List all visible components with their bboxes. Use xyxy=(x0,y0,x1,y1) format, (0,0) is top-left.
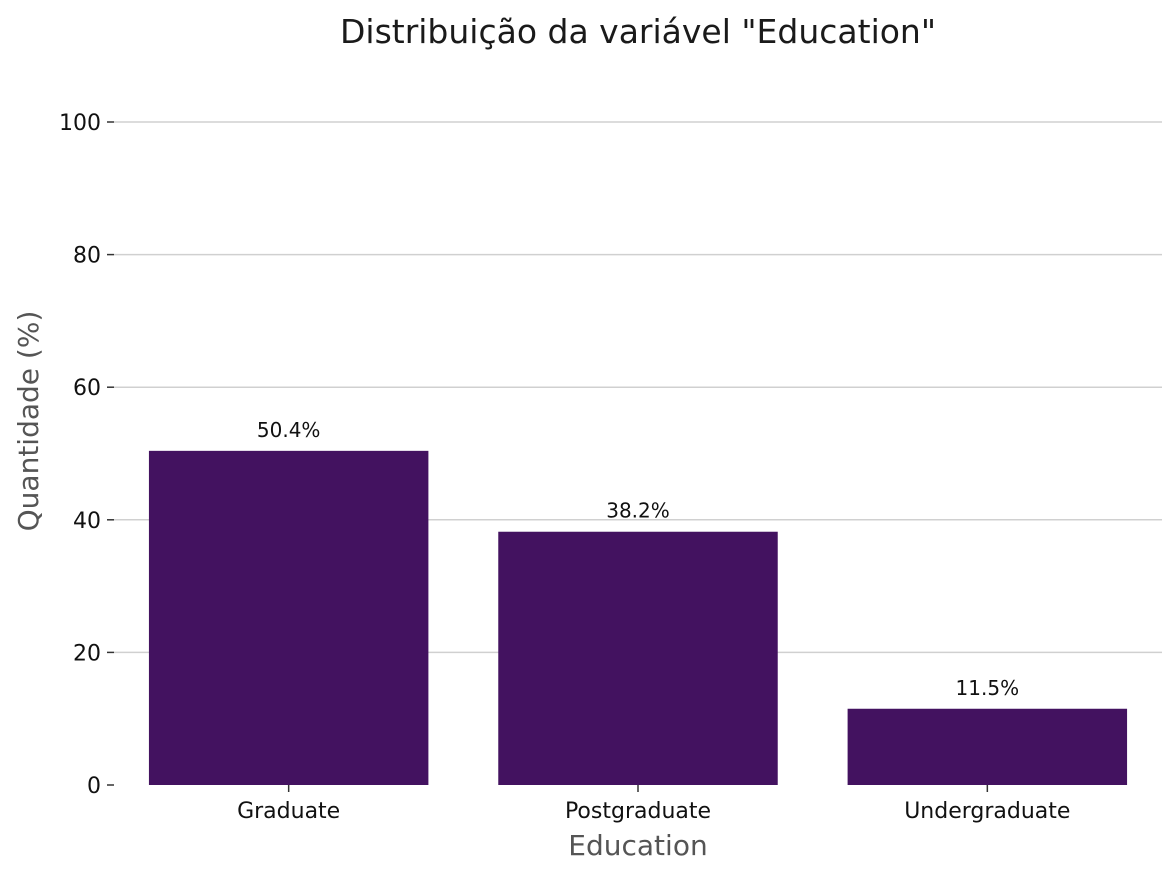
data-label-postgraduate: 38.2% xyxy=(606,499,670,523)
bar-graduate xyxy=(148,450,429,785)
bar-undergraduate xyxy=(847,708,1128,785)
x-tick-label-graduate: Graduate xyxy=(237,799,340,824)
y-tick-label-80: 80 xyxy=(73,244,101,269)
y-axis-label: Quantidade (%) xyxy=(12,311,45,532)
x-tick-label-undergraduate: Undergraduate xyxy=(904,799,1070,824)
y-tick-label-0: 0 xyxy=(87,774,101,799)
data-label-graduate: 50.4% xyxy=(257,418,321,442)
y-tick-label-100: 100 xyxy=(59,111,101,136)
y-axis-ticks: 0 20 40 60 80 100 xyxy=(59,111,114,799)
y-tick-label-40: 40 xyxy=(73,509,101,534)
x-axis-label: Education xyxy=(568,829,707,862)
data-label-undergraduate: 11.5% xyxy=(956,676,1020,700)
chart-title: Distribuição da variável "Education" xyxy=(340,12,936,51)
bars xyxy=(148,450,1128,785)
y-tick-label-20: 20 xyxy=(73,641,101,666)
x-axis-ticks: Graduate Postgraduate Undergraduate xyxy=(237,785,1070,824)
data-labels: 50.4% 38.2% 11.5% xyxy=(257,418,1019,700)
y-tick-label-60: 60 xyxy=(73,376,101,401)
bar-postgraduate xyxy=(498,531,778,785)
x-tick-label-postgraduate: Postgraduate xyxy=(565,799,711,824)
